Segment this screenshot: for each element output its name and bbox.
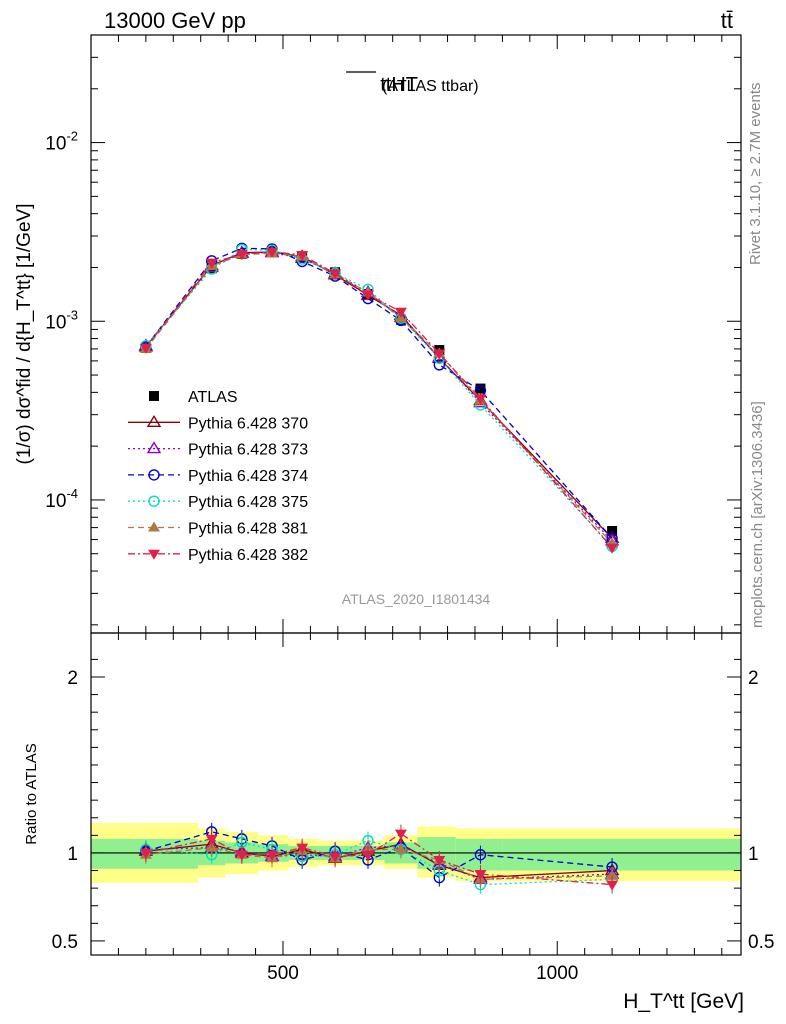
legend-label: Pythia 6.428 374	[188, 468, 308, 485]
data-point	[362, 290, 375, 301]
data-point	[329, 269, 342, 280]
y-tick-label: 10-4	[45, 486, 78, 512]
ratio-data-point	[606, 880, 619, 891]
ratio-plot-frame	[90, 632, 742, 956]
y-tick-label: 2	[67, 668, 78, 689]
ratio-data-point	[329, 852, 342, 863]
ratio-axes: 500 1000 0.5 0.5 1 1 2 2	[52, 633, 774, 984]
analysis-watermark: ATLAS_2020_I1801434	[342, 591, 491, 607]
x-axis-label: H_T^tt [GeV]	[623, 990, 744, 1013]
main-y-axis-label: (1/σ) dσ^fid / d{H_T^tt} [1/GeV]	[14, 204, 35, 465]
ratio-data-point	[474, 849, 487, 861]
legend-label: Pythia 6.428 382	[188, 547, 308, 564]
x-tick-label: 500	[267, 963, 299, 984]
y-tick-label: 10-3	[45, 307, 78, 333]
plot-title-suffix: (ATLAS ttbar)	[382, 78, 479, 95]
ratio-data-point	[606, 869, 619, 880]
ratio-series-line	[145, 831, 613, 879]
data-point	[394, 307, 407, 318]
legend-marker	[148, 495, 160, 507]
legend-marker	[148, 521, 160, 532]
main-axes: 10-4 10-3 10-2	[45, 34, 741, 633]
series-line	[145, 251, 613, 549]
header-process-label: tt̄	[721, 8, 733, 33]
ratio-band-green	[502, 838, 741, 871]
data-point	[474, 394, 487, 405]
mcplots-source-label: mcplots.cern.ch [arXiv:1306.3436]	[749, 401, 766, 628]
y-tick-label-right: 0.5	[748, 932, 774, 953]
main-plot-panel: 10-4 10-3 10-2 ttHT (ATLAS ttbar) ATLAS_20…	[14, 34, 742, 634]
data-point	[606, 543, 619, 554]
legend-marker	[148, 469, 160, 481]
data-point	[296, 250, 309, 261]
main-data-layer	[138, 242, 620, 554]
data-point	[205, 258, 218, 269]
legend-marker	[149, 391, 159, 401]
ratio-data-point	[139, 848, 152, 859]
plot-title: ttHT	[380, 74, 418, 96]
series-line	[145, 248, 613, 547]
data-point	[475, 383, 486, 394]
ratio-data-point	[433, 855, 446, 866]
ratio-data-point	[362, 850, 375, 861]
header-energy-label: 13000 GeV pp	[104, 8, 246, 33]
y-tick-label: 1	[67, 844, 78, 865]
legend-label: Pythia 6.428 381	[188, 521, 308, 538]
ratio-data-point	[266, 850, 279, 861]
rivet-version-label: Rivet 3.1.10, ≥ 2.7M events	[747, 83, 764, 266]
ratio-series-line	[145, 839, 613, 886]
data-point	[433, 359, 446, 371]
data-point	[139, 343, 152, 354]
y-tick-label-right: 2	[748, 668, 759, 689]
ratio-y-axis-label: Ratio to ATLAS	[23, 743, 40, 844]
y-tick-label: 0.5	[52, 932, 78, 953]
legend-marker	[146, 441, 162, 454]
y-tick-label-right: 1	[748, 844, 759, 865]
x-tick-label: 1000	[536, 963, 578, 984]
y-tick-label: 10-2	[45, 129, 78, 155]
ratio-data-point	[296, 843, 309, 854]
ratio-data-point	[394, 829, 407, 840]
data-point	[433, 349, 446, 360]
ratio-band-green	[455, 838, 503, 871]
ratio-data-point	[205, 834, 218, 845]
legend-marker	[146, 414, 162, 427]
ratio-data-point	[235, 850, 248, 861]
legend-label: ATLAS	[188, 389, 238, 406]
legend-label: Pythia 6.428 375	[188, 494, 308, 511]
ratio-plot-panel: 500 1000 0.5 0.5 1 1 2 2 Ratio to ATLAS H_T^tt …	[23, 632, 774, 1013]
ratio-data-point	[474, 870, 487, 881]
legend: ATLAS Pythia 6.428 370 Pythia 6.428 373 Pyt…	[128, 389, 308, 564]
legend-label: Pythia 6.428 370	[188, 415, 308, 432]
data-point	[266, 247, 279, 258]
ratio-data-layer	[138, 822, 620, 894]
ratio-data-point	[394, 843, 407, 854]
legend-marker	[148, 549, 160, 560]
data-point	[235, 250, 248, 261]
legend-label: Pythia 6.428 373	[188, 442, 308, 459]
